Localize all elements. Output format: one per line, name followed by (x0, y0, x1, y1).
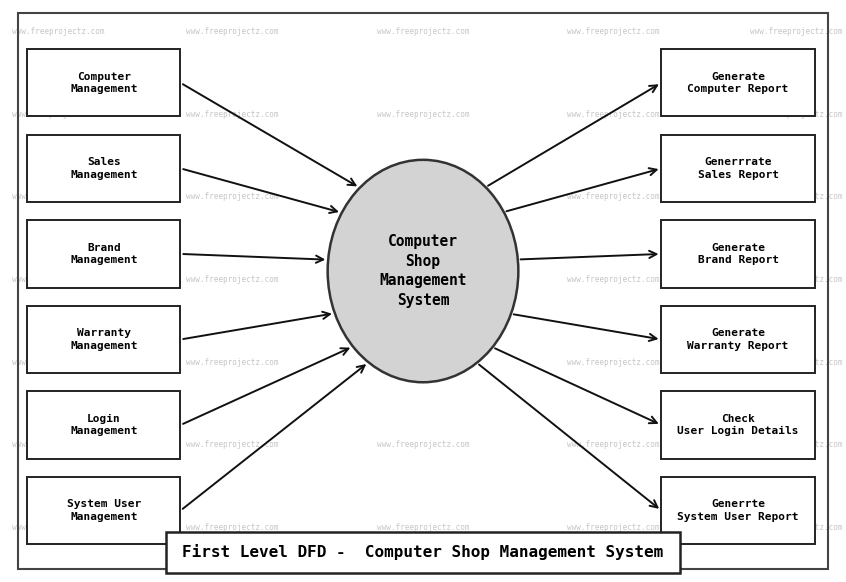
Text: www.freeprojectz.com: www.freeprojectz.com (568, 358, 660, 367)
Text: www.freeprojectz.com: www.freeprojectz.com (750, 275, 843, 284)
Text: www.freeprojectz.com: www.freeprojectz.com (12, 193, 104, 201)
Text: www.freeprojectz.com: www.freeprojectz.com (750, 109, 843, 119)
FancyBboxPatch shape (662, 477, 815, 544)
Ellipse shape (327, 160, 519, 382)
Text: www.freeprojectz.com: www.freeprojectz.com (12, 441, 104, 449)
Text: www.freeprojectz.com: www.freeprojectz.com (186, 193, 278, 201)
Text: Generate
Computer Report: Generate Computer Report (688, 72, 788, 94)
Text: Generate
Warranty Report: Generate Warranty Report (688, 328, 788, 351)
Text: www.freeprojectz.com: www.freeprojectz.com (750, 358, 843, 367)
FancyBboxPatch shape (27, 391, 180, 459)
Text: www.freeprojectz.com: www.freeprojectz.com (12, 275, 104, 284)
Text: Computer
Management: Computer Management (70, 72, 138, 94)
Text: www.freeprojectz.com: www.freeprojectz.com (568, 27, 660, 36)
Text: www.freeprojectz.com: www.freeprojectz.com (568, 441, 660, 449)
FancyBboxPatch shape (662, 134, 815, 202)
Text: www.freeprojectz.com: www.freeprojectz.com (376, 441, 470, 449)
Text: Generrrate
Sales Report: Generrrate Sales Report (698, 157, 778, 180)
FancyBboxPatch shape (27, 220, 180, 288)
Text: www.freeprojectz.com: www.freeprojectz.com (376, 523, 470, 532)
Text: www.freeprojectz.com: www.freeprojectz.com (12, 358, 104, 367)
Text: www.freeprojectz.com: www.freeprojectz.com (186, 523, 278, 532)
Text: First Level DFD -  Computer Shop Management System: First Level DFD - Computer Shop Manageme… (183, 544, 663, 560)
Text: www.freeprojectz.com: www.freeprojectz.com (568, 109, 660, 119)
Text: www.freeprojectz.com: www.freeprojectz.com (186, 109, 278, 119)
Text: www.freeprojectz.com: www.freeprojectz.com (750, 441, 843, 449)
FancyBboxPatch shape (662, 306, 815, 373)
FancyBboxPatch shape (662, 220, 815, 288)
Text: www.freeprojectz.com: www.freeprojectz.com (568, 275, 660, 284)
FancyBboxPatch shape (27, 134, 180, 202)
Text: www.freeprojectz.com: www.freeprojectz.com (376, 275, 470, 284)
Text: www.freeprojectz.com: www.freeprojectz.com (12, 109, 104, 119)
Text: Check
User Login Details: Check User Login Details (678, 414, 799, 436)
Text: Generate
Brand Report: Generate Brand Report (698, 243, 778, 265)
Text: Computer
Shop
Management
System: Computer Shop Management System (379, 234, 467, 308)
FancyBboxPatch shape (27, 477, 180, 544)
Text: www.freeprojectz.com: www.freeprojectz.com (376, 27, 470, 36)
Text: System User
Management: System User Management (67, 499, 141, 522)
Text: www.freeprojectz.com: www.freeprojectz.com (186, 275, 278, 284)
FancyBboxPatch shape (662, 391, 815, 459)
Text: www.freeprojectz.com: www.freeprojectz.com (376, 109, 470, 119)
Text: www.freeprojectz.com: www.freeprojectz.com (376, 358, 470, 367)
Text: www.freeprojectz.com: www.freeprojectz.com (750, 193, 843, 201)
Text: www.freeprojectz.com: www.freeprojectz.com (186, 27, 278, 36)
Text: Brand
Management: Brand Management (70, 243, 138, 265)
Text: www.freeprojectz.com: www.freeprojectz.com (568, 523, 660, 532)
Text: www.freeprojectz.com: www.freeprojectz.com (12, 523, 104, 532)
Text: www.freeprojectz.com: www.freeprojectz.com (12, 27, 104, 36)
Text: www.freeprojectz.com: www.freeprojectz.com (186, 358, 278, 367)
Text: Generrte
System User Report: Generrte System User Report (678, 499, 799, 522)
Text: www.freeprojectz.com: www.freeprojectz.com (186, 441, 278, 449)
FancyBboxPatch shape (27, 49, 180, 116)
Text: www.freeprojectz.com: www.freeprojectz.com (750, 523, 843, 532)
Text: www.freeprojectz.com: www.freeprojectz.com (376, 193, 470, 201)
FancyBboxPatch shape (27, 306, 180, 373)
FancyBboxPatch shape (166, 532, 680, 573)
Text: www.freeprojectz.com: www.freeprojectz.com (568, 193, 660, 201)
Text: Warranty
Management: Warranty Management (70, 328, 138, 351)
Text: Login
Management: Login Management (70, 414, 138, 436)
Text: Sales
Management: Sales Management (70, 157, 138, 180)
Text: www.freeprojectz.com: www.freeprojectz.com (750, 27, 843, 36)
FancyBboxPatch shape (662, 49, 815, 116)
